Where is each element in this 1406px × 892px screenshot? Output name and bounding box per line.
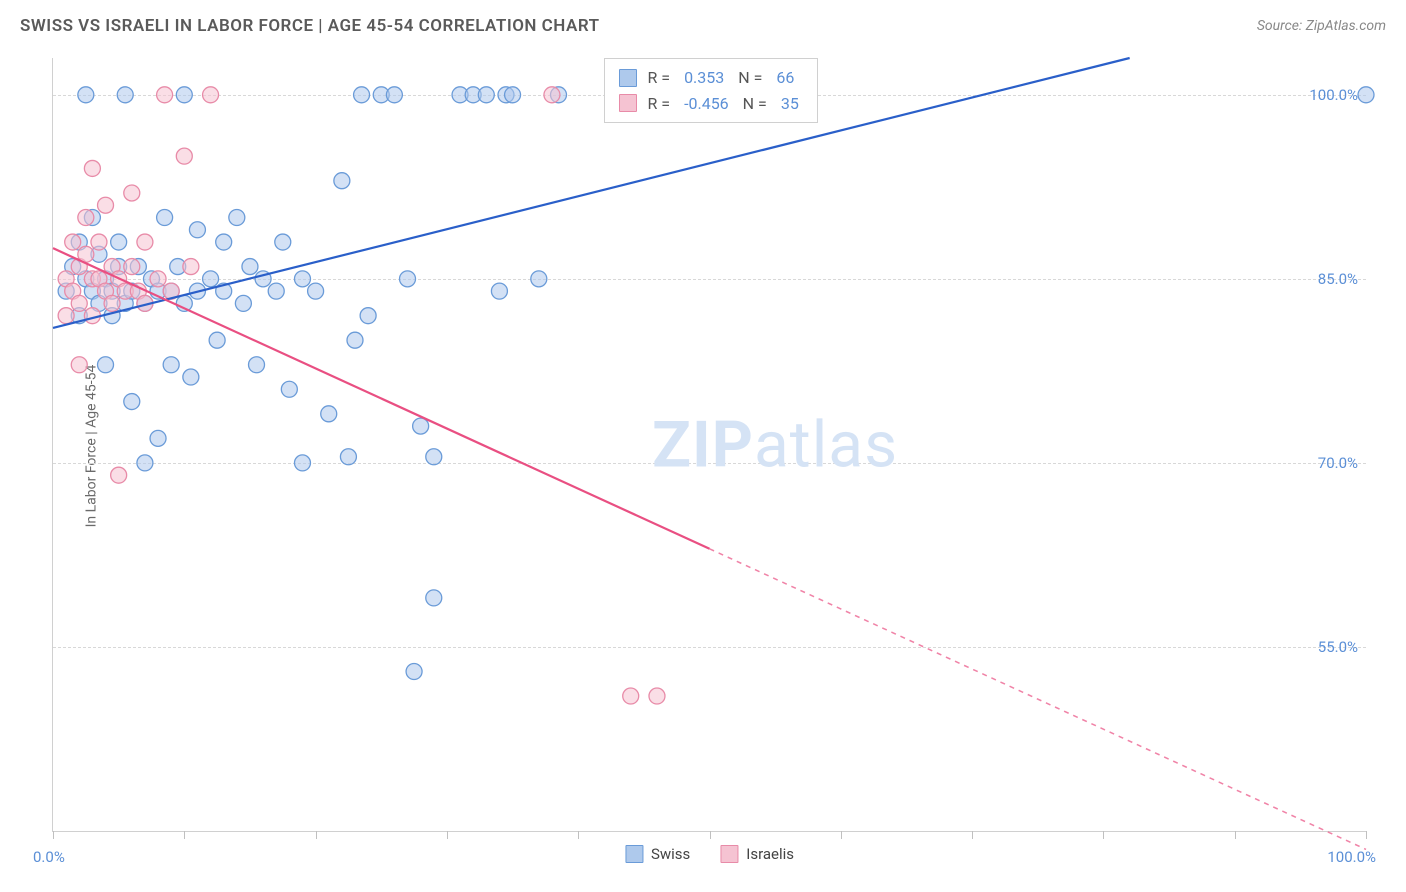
data-point	[71, 295, 87, 311]
legend-swatch-swiss	[625, 845, 643, 863]
data-point	[1358, 87, 1374, 103]
data-point	[189, 222, 205, 238]
stats-swatch-swiss	[619, 69, 637, 87]
legend: Swiss Israelis	[625, 845, 794, 863]
data-point	[98, 357, 114, 373]
data-point	[235, 295, 251, 311]
data-point	[413, 418, 429, 434]
stats-n-label: N =	[743, 91, 767, 117]
data-point	[91, 234, 107, 250]
stats-r-label: R =	[647, 65, 670, 91]
stats-r-value-israelis: -0.456	[684, 91, 729, 117]
data-point	[111, 467, 127, 483]
data-point	[354, 87, 370, 103]
data-point	[124, 185, 140, 201]
data-point	[176, 87, 192, 103]
data-point	[104, 295, 120, 311]
data-point	[183, 259, 199, 275]
data-point	[281, 381, 297, 397]
plot-area: ZIPatlas R = 0.353 N = 66 R = -0.456 N =…	[52, 58, 1366, 832]
data-point	[65, 234, 81, 250]
data-point	[203, 271, 219, 287]
data-point	[163, 357, 179, 373]
data-point	[216, 234, 232, 250]
data-point	[623, 688, 639, 704]
data-point	[544, 87, 560, 103]
data-point	[360, 308, 376, 324]
legend-item-swiss: Swiss	[625, 845, 690, 863]
data-point	[491, 283, 507, 299]
data-point	[249, 357, 265, 373]
data-point	[157, 87, 173, 103]
stats-r-value-swiss: 0.353	[684, 65, 724, 91]
data-point	[242, 259, 258, 275]
data-point	[209, 332, 225, 348]
legend-swatch-israelis	[720, 845, 738, 863]
data-point	[137, 455, 153, 471]
data-point	[294, 271, 310, 287]
data-point	[400, 271, 416, 287]
data-point	[268, 283, 284, 299]
data-point	[308, 283, 324, 299]
data-point	[340, 449, 356, 465]
data-point	[505, 87, 521, 103]
x-axis-label-right: 100.0%	[1327, 848, 1376, 866]
chart-title: SWISS VS ISRAELI IN LABOR FORCE | AGE 45…	[20, 16, 600, 36]
data-point	[294, 455, 310, 471]
data-point	[531, 271, 547, 287]
data-point	[183, 369, 199, 385]
legend-label-israelis: Israelis	[746, 845, 794, 863]
data-point	[78, 87, 94, 103]
data-point	[426, 449, 442, 465]
data-point	[229, 210, 245, 226]
data-point	[71, 357, 87, 373]
data-point	[478, 87, 494, 103]
chart-container: SWISS VS ISRAELI IN LABOR FORCE | AGE 45…	[0, 0, 1406, 892]
data-point	[58, 308, 74, 324]
data-point	[321, 406, 337, 422]
data-point	[124, 259, 140, 275]
stats-n-label: N =	[738, 65, 762, 91]
stats-r-label: R =	[647, 91, 670, 117]
trend-line-extrapolated	[710, 549, 1367, 850]
legend-label-swiss: Swiss	[651, 845, 690, 863]
data-point	[124, 394, 140, 410]
source-label: Source: ZipAtlas.com	[1257, 18, 1386, 34]
data-point	[176, 148, 192, 164]
legend-item-israelis: Israelis	[720, 845, 794, 863]
data-point	[150, 430, 166, 446]
data-point	[347, 332, 363, 348]
data-point	[334, 173, 350, 189]
data-point	[150, 271, 166, 287]
data-point	[275, 234, 291, 250]
title-bar: SWISS VS ISRAELI IN LABOR FORCE | AGE 45…	[20, 16, 1386, 36]
stats-swatch-israelis	[619, 94, 637, 112]
data-point	[111, 234, 127, 250]
data-point	[117, 87, 133, 103]
x-axis-label-left: 0.0%	[33, 848, 65, 866]
data-point	[137, 234, 153, 250]
data-point	[426, 590, 442, 606]
stats-box: R = 0.353 N = 66 R = -0.456 N = 35	[604, 58, 817, 123]
data-point	[78, 210, 94, 226]
stats-row-israelis: R = -0.456 N = 35	[619, 91, 802, 117]
trend-line	[53, 248, 710, 549]
data-point	[406, 663, 422, 679]
stats-n-value-swiss: 66	[776, 65, 794, 91]
plot-svg	[53, 58, 1366, 831]
data-point	[203, 87, 219, 103]
data-point	[98, 197, 114, 213]
data-point	[84, 160, 100, 176]
data-point	[649, 688, 665, 704]
stats-n-value-israelis: 35	[781, 91, 799, 117]
data-point	[157, 210, 173, 226]
stats-row-swiss: R = 0.353 N = 66	[619, 65, 802, 91]
data-point	[386, 87, 402, 103]
